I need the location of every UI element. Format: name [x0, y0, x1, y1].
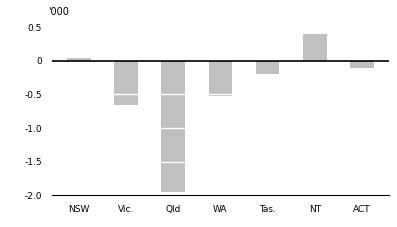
Bar [350, 61, 374, 68]
Bar [161, 61, 185, 192]
Text: '000: '000 [48, 7, 69, 17]
Bar [114, 61, 138, 104]
Bar [256, 61, 279, 74]
Bar [67, 58, 91, 61]
Bar [208, 61, 232, 96]
Bar [303, 34, 326, 61]
